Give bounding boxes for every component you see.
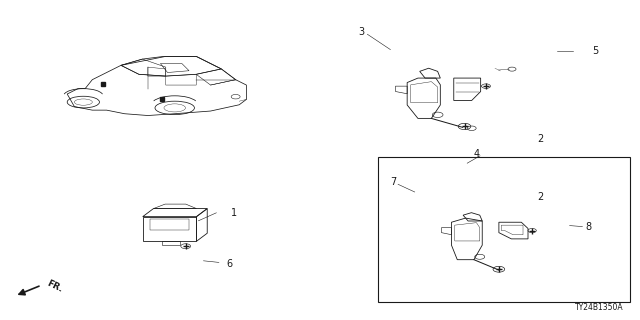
Text: 5: 5	[592, 46, 598, 56]
Text: 4: 4	[474, 148, 480, 159]
Text: 3: 3	[358, 27, 365, 37]
Text: 2: 2	[538, 134, 544, 144]
Text: 8: 8	[586, 222, 592, 232]
Text: FR.: FR.	[45, 279, 63, 294]
Text: 2: 2	[538, 192, 544, 202]
Text: TY24B1350A: TY24B1350A	[575, 303, 624, 312]
Text: 7: 7	[390, 177, 397, 188]
Text: 1: 1	[230, 208, 237, 218]
Bar	[378, 157, 630, 302]
Text: 6: 6	[226, 259, 232, 269]
